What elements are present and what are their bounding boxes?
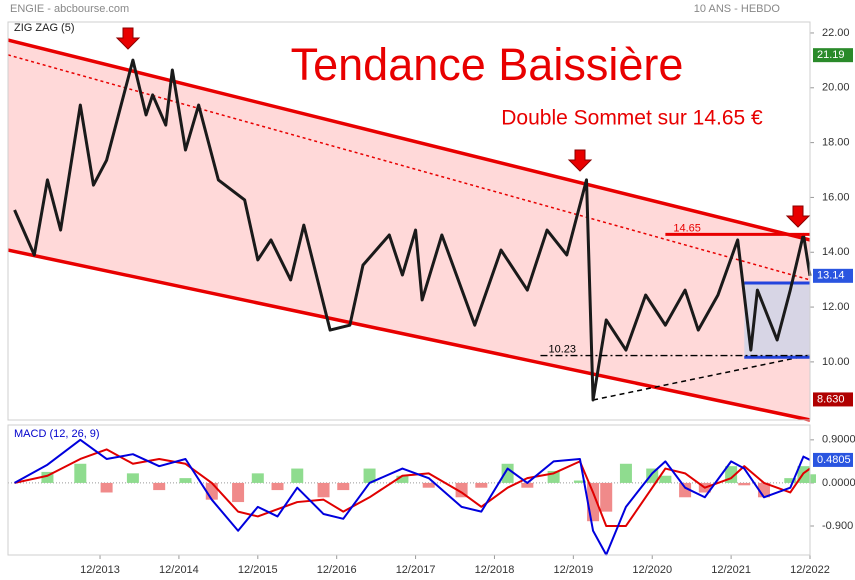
y-tick-label: 0.0000 xyxy=(822,477,855,489)
histogram-bar xyxy=(619,463,632,483)
histogram-bar xyxy=(784,478,797,483)
series-line xyxy=(14,438,811,556)
histogram-bar xyxy=(521,482,534,488)
histogram-bar xyxy=(271,482,284,491)
histogram-bar xyxy=(153,482,166,491)
histogram-bar xyxy=(74,463,87,483)
x-tick-label: 12/2016 xyxy=(317,564,357,576)
y-tick-label: 16.00 xyxy=(822,191,850,203)
x-tick-label: 12/2022 xyxy=(790,564,830,576)
y-tick-label: -0.900 xyxy=(822,520,853,532)
main-layer: 22.00 20.00 18.00 16.00 14.00 12.00 10.00 14.65… xyxy=(7,27,855,576)
arrow xyxy=(785,205,811,228)
histogram-bar xyxy=(232,482,245,503)
histogram-bar xyxy=(501,463,514,483)
price-marker-label: 8.630 xyxy=(817,393,845,405)
indicator: ZIG ZAG (5) xyxy=(14,22,75,34)
price-marker-label: 0.4805 xyxy=(817,454,851,466)
x-tick-label: 12/2020 xyxy=(632,564,672,576)
arrows xyxy=(115,27,811,228)
histogram-bar xyxy=(600,482,613,512)
y-tick-label: 12.00 xyxy=(822,301,850,313)
histogram-bar xyxy=(422,482,435,488)
histogram-bar xyxy=(291,468,304,483)
histogram-bar xyxy=(363,468,376,483)
chart-subtitle: Double Sommet sur 14.65 € xyxy=(501,107,763,130)
price-marker xyxy=(813,48,853,63)
histogram-bar xyxy=(205,482,218,500)
histogram-bar xyxy=(646,468,659,483)
chart-title: Tendance Baissière xyxy=(291,39,684,90)
y-tick-label: 20.00 xyxy=(822,82,850,94)
trendline xyxy=(7,248,811,422)
histogram-bar xyxy=(100,482,113,493)
series-line xyxy=(13,58,812,402)
level-label: 14.65 xyxy=(673,222,701,234)
histogram-bar xyxy=(251,473,264,483)
macd-frame xyxy=(7,424,811,556)
level-label: 10.23 xyxy=(548,343,576,355)
series-line xyxy=(14,448,811,527)
histogram-bar xyxy=(179,478,192,483)
histogram-bar xyxy=(396,475,409,483)
histogram-bar xyxy=(317,482,330,498)
period: 10 ANS - HEBDO xyxy=(694,3,781,15)
price-marker-label: 21.19 xyxy=(817,49,845,61)
trendline xyxy=(592,354,811,401)
price-marker-label: 13.14 xyxy=(817,270,845,282)
y-tick-label: 18.00 xyxy=(822,137,850,149)
macd-title: MACD (12, 26, 9) xyxy=(14,428,100,440)
price-marker xyxy=(813,392,853,407)
histogram-bar xyxy=(679,482,692,498)
arrow xyxy=(115,27,141,50)
x-tick-label: 12/2013 xyxy=(80,564,120,576)
histogram-bar xyxy=(126,473,139,483)
price-marker xyxy=(813,268,853,283)
price-marker xyxy=(813,452,853,467)
trendline xyxy=(7,38,811,242)
histogram-bar xyxy=(573,480,586,483)
histogram-bar xyxy=(475,482,488,488)
x-tick-label: 12/2018 xyxy=(475,564,515,576)
x-tick-label: 12/2015 xyxy=(238,564,278,576)
source: ENGIE - abcbourse.com xyxy=(10,3,129,15)
y-tick-label: 0.9000 xyxy=(822,434,855,446)
x-tick-label: 12/2019 xyxy=(553,564,593,576)
y-tick-label: 10.00 xyxy=(822,356,850,368)
x-tick-label: 12/2014 xyxy=(159,564,199,576)
y-tick-label: 22.00 xyxy=(822,27,850,39)
y-tick-label: 14.00 xyxy=(822,246,850,258)
histogram-bar xyxy=(547,470,560,483)
price-frame xyxy=(7,21,811,421)
arrow xyxy=(567,149,593,172)
histogram-bar xyxy=(659,475,672,483)
histogram-bar xyxy=(337,482,350,491)
x-tick-label: 12/2017 xyxy=(396,564,436,576)
histogram-bar xyxy=(738,482,751,486)
x-tick-label: 12/2021 xyxy=(711,564,751,576)
histogram-bar xyxy=(41,471,54,483)
